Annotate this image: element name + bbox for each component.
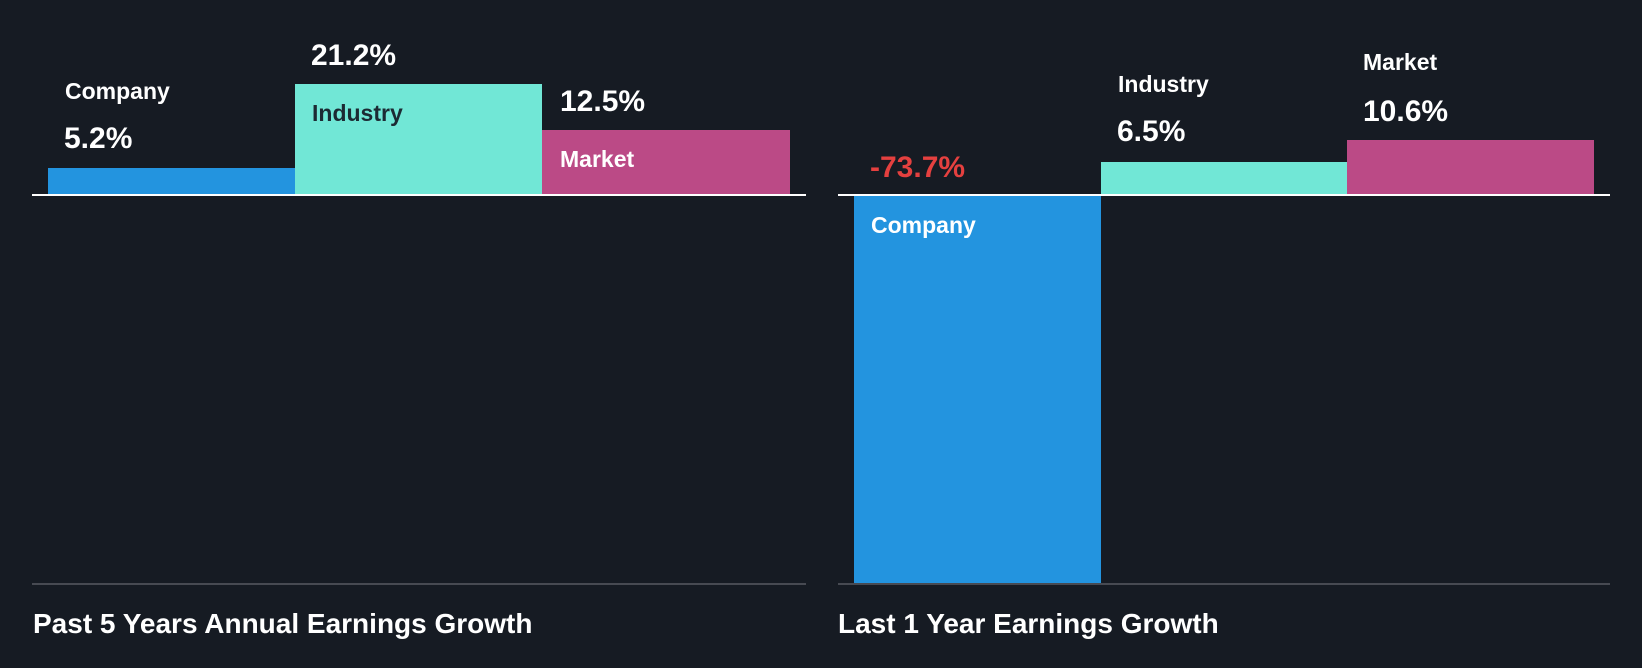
right-bottom-axis: [838, 583, 1610, 585]
left-industry-label: Industry: [312, 100, 403, 126]
left-zero-baseline: [32, 194, 806, 196]
left-bottom-axis: [32, 583, 806, 585]
right-market-bar: [1347, 140, 1594, 195]
left-market-label: Market: [560, 146, 635, 172]
left-company-label: Company: [65, 78, 170, 104]
left-industry-bar: [295, 84, 542, 195]
right-industry-label: Industry: [1118, 71, 1209, 97]
right-company-value: -73.7%: [870, 151, 966, 184]
left-company-value: 5.2%: [64, 122, 133, 155]
right-company-label: Company: [871, 212, 976, 238]
right-industry-bar: [1101, 162, 1347, 195]
left-industry-value: 21.2%: [311, 39, 397, 72]
left-chart-title: Past 5 Years Annual Earnings Growth: [33, 608, 533, 639]
left-company-bar: [48, 168, 295, 195]
right-market-value: 10.6%: [1363, 95, 1449, 128]
right-chart-title: Last 1 Year Earnings Growth: [838, 608, 1219, 639]
right-industry-value: 6.5%: [1117, 115, 1186, 148]
left-market-value: 12.5%: [560, 85, 646, 118]
left-market-bar: [542, 130, 790, 195]
right-market-label: Market: [1363, 49, 1438, 75]
right-company-bar: [854, 195, 1101, 584]
right-zero-baseline: [838, 194, 1610, 196]
